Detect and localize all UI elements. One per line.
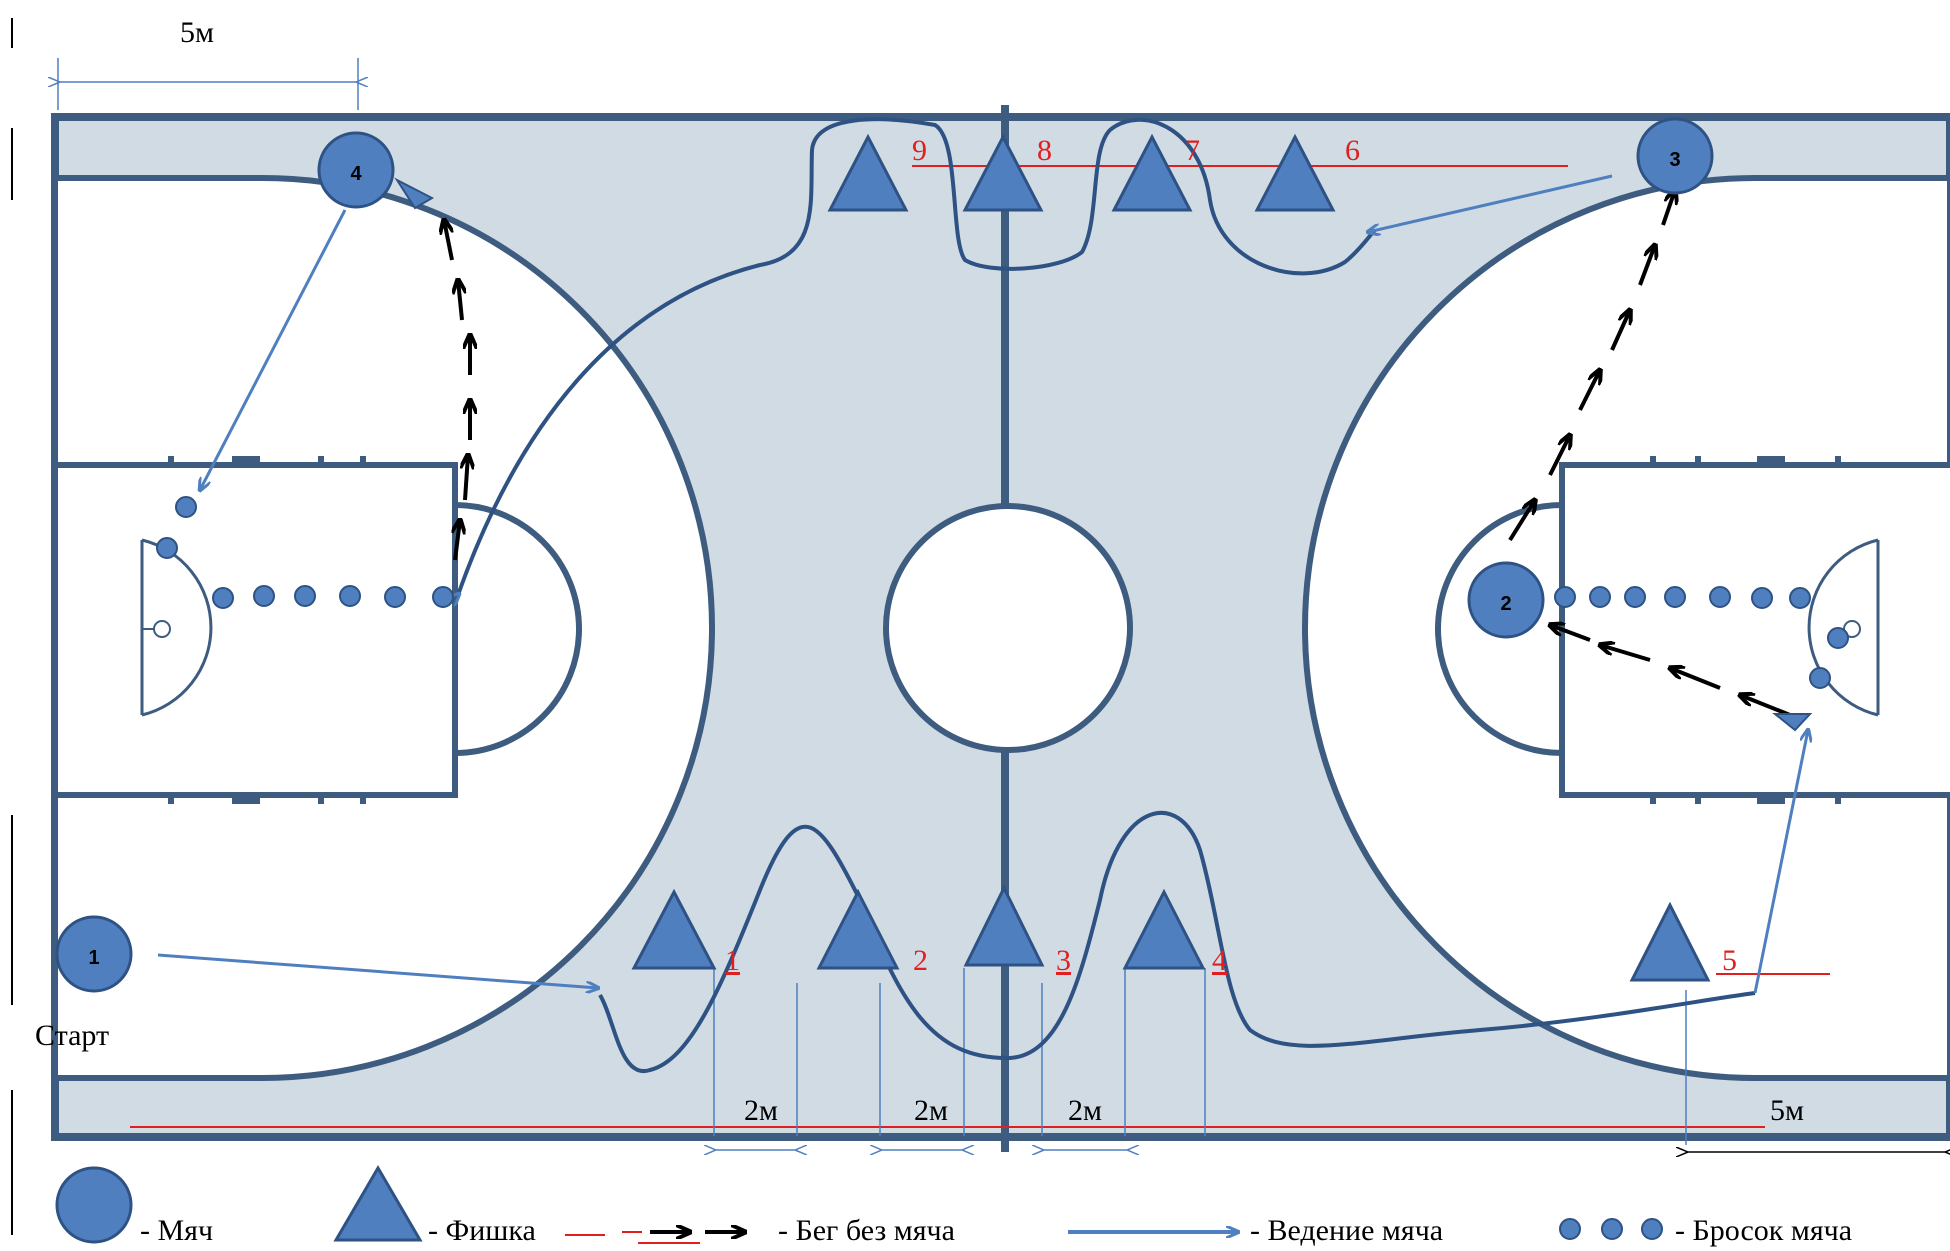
dim-label-gap-1: 2м bbox=[744, 1094, 778, 1127]
ball-2: 2 bbox=[1467, 561, 1545, 639]
cone-number-1: 1 bbox=[725, 944, 740, 977]
legend-ball: - Мяч bbox=[55, 1166, 213, 1247]
svg-text:- Бросок мяча: - Бросок мяча bbox=[1675, 1214, 1852, 1247]
cone-7 bbox=[1111, 133, 1193, 212]
small-markers bbox=[394, 177, 1813, 732]
cone-number-6: 6 bbox=[1345, 134, 1360, 167]
svg-text:- Бег без мяча: - Бег без мяча bbox=[778, 1214, 955, 1247]
cone-number-4: 4 bbox=[1212, 944, 1227, 977]
svg-text:- Мяч: - Мяч bbox=[140, 1214, 213, 1247]
dim-label-top-5m: 5м bbox=[180, 16, 214, 49]
legend: - Мяч - Фишка - Бег без мяча - Ведение м… bbox=[55, 1165, 1852, 1247]
cone-8 bbox=[962, 133, 1044, 212]
cone-4 bbox=[1122, 888, 1206, 970]
right-key bbox=[1559, 462, 1950, 798]
cones-top bbox=[827, 133, 1336, 212]
svg-text:3: 3 bbox=[1669, 149, 1680, 171]
cone-2 bbox=[816, 888, 900, 970]
cone-5 bbox=[1629, 901, 1711, 982]
svg-text:- Фишка: - Фишка bbox=[428, 1214, 536, 1247]
cone-number-9: 9 bbox=[912, 134, 927, 167]
dim-label-gap-3: 2м bbox=[1068, 1094, 1102, 1127]
svg-text:1: 1 bbox=[88, 947, 99, 969]
dim-label-bottom-5m: 5м bbox=[1770, 1094, 1804, 1127]
cone-1 bbox=[631, 888, 717, 970]
shot-dots bbox=[156, 496, 1849, 689]
run-arrows bbox=[444, 190, 1791, 717]
red-lines bbox=[130, 165, 1830, 1128]
legend-cone: - Фишка bbox=[333, 1165, 700, 1247]
svg-text:4: 4 bbox=[350, 163, 362, 185]
ball-1: 1 bbox=[55, 915, 133, 993]
cones-bottom bbox=[631, 884, 1711, 982]
svg-text:2: 2 bbox=[1500, 593, 1511, 615]
dribble-arrows bbox=[157, 174, 1808, 993]
ball-4: 4 bbox=[317, 131, 395, 209]
left-key bbox=[55, 462, 458, 798]
balls: 1 2 3 4 bbox=[55, 117, 1714, 993]
legend-shot: - Бросок мяча bbox=[1559, 1214, 1852, 1247]
cone-9 bbox=[827, 133, 909, 212]
svg-text:- Ведение мяча: - Ведение мяча bbox=[1250, 1214, 1443, 1247]
legend-run: - Бег без мяча bbox=[650, 1214, 955, 1247]
start-label: Старт bbox=[35, 1019, 109, 1052]
ball-3: 3 bbox=[1636, 117, 1714, 195]
cone-6 bbox=[1254, 133, 1336, 212]
cone-number-2: 2 bbox=[913, 944, 928, 977]
cone-number-7: 7 bbox=[1185, 134, 1200, 167]
court bbox=[51, 105, 1950, 1152]
cone-3 bbox=[963, 884, 1045, 967]
cone-number-8: 8 bbox=[1037, 134, 1052, 167]
cone-number-5: 5 bbox=[1722, 944, 1737, 977]
dim-label-gap-2: 2м bbox=[914, 1094, 948, 1127]
cone-number-3: 3 bbox=[1056, 944, 1071, 977]
dimension-lines bbox=[58, 58, 1945, 1152]
legend-dribble: - Ведение мяча bbox=[1068, 1214, 1443, 1247]
dribble-path bbox=[456, 117, 1756, 1074]
center-circle bbox=[883, 503, 1133, 753]
